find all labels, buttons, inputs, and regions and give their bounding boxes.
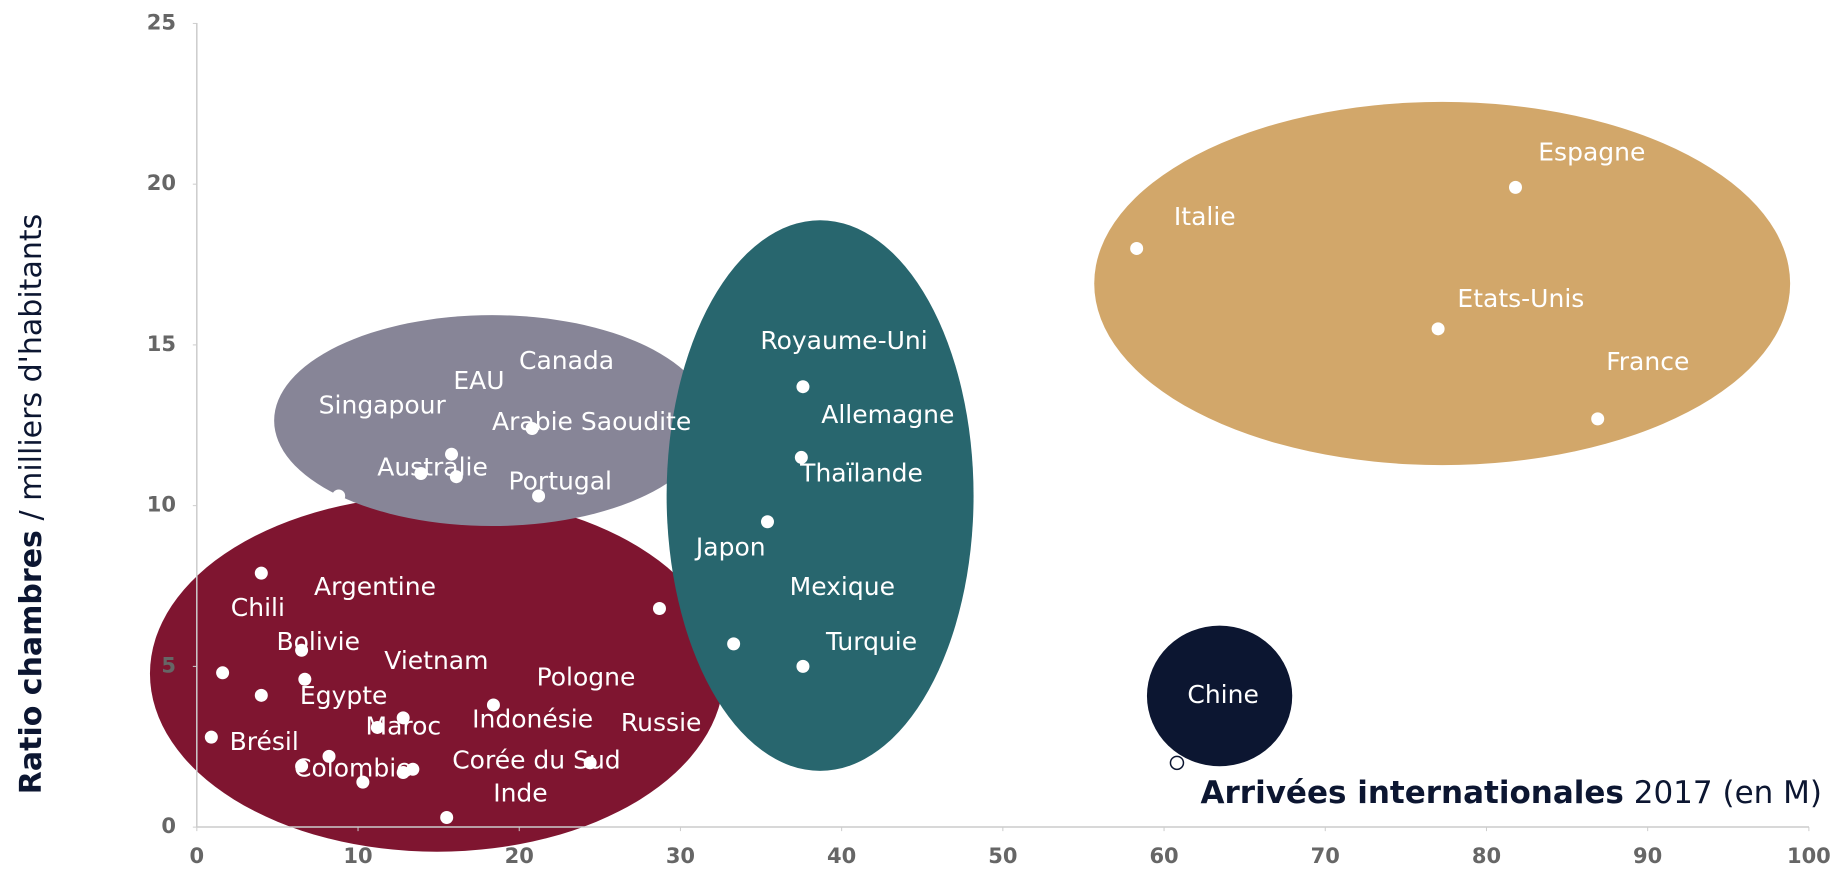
x-title: 2017 (en M) [1634,775,1822,811]
point-label: Royaume-Uni [760,326,927,355]
point-label: Singapour [319,391,447,420]
y-tick-label: 5 [161,653,176,677]
point-label: Canada [519,346,614,375]
data-point [449,470,463,484]
y-tick-label: 10 [147,493,176,517]
point-label: Corée du Sud [452,746,620,775]
data-point [727,637,741,651]
data-point [583,756,597,770]
y-tick-label: 20 [147,171,176,195]
data-point [440,810,454,824]
data-point [796,659,810,673]
y-tick-label: 25 [147,10,176,34]
point-label: Bolivie [276,627,359,656]
point-label: Indonésie [472,705,593,734]
point-label: Russie [621,708,701,737]
point-label: Turquie [825,627,917,656]
point-label: Chili [231,593,285,622]
point-label: Vietnam [384,646,488,675]
point-label: Pologne [537,662,636,691]
data-point [794,450,808,464]
data-point [295,759,309,773]
y-tick-label: 0 [161,814,176,838]
y-tick-label: 15 [147,332,176,356]
x-tick-label: 80 [1472,844,1501,868]
data-point [414,466,428,480]
point-label: Mexique [790,572,895,601]
group-region [1146,625,1293,767]
x-tick-label: 0 [190,844,205,868]
point-label: Egypte [300,681,388,710]
point-label: Colombie [294,754,412,783]
point-label: Argentine [314,572,436,601]
point-label: Thaïlande [799,458,923,487]
x-axis-title: Arrivées internationales 2017 (en M) [1201,775,1822,811]
point-label: Etats-Unis [1457,284,1584,313]
y-title: / milliers d'habitants [14,214,49,521]
point-label: France [1606,347,1689,376]
data-point [396,711,410,725]
data-point [406,762,420,776]
x-tick-label: 40 [827,844,856,868]
point-label: EAU [453,366,504,395]
x-tick-label: 90 [1633,844,1662,868]
point-label: Australie [377,453,488,482]
data-point [332,489,346,503]
data-point [322,749,336,763]
x-title-bold: Arrivées internationales [1201,775,1624,811]
group-region [149,495,725,852]
x-tick-label: 50 [988,844,1017,868]
point-label: Espagne [1538,137,1645,166]
data-point [760,515,774,529]
x-tick-label: 70 [1311,844,1340,868]
data-point [796,380,810,394]
x-tick-label: 60 [1149,844,1178,868]
x-tick-label: 20 [505,844,534,868]
point-label: Japon [694,532,766,561]
point-label: Portugal [508,467,612,496]
x-tick-label: 100 [1787,844,1831,868]
point-label: Maroc [366,712,442,741]
point-label: Chine [1187,680,1258,709]
data-point [486,698,500,712]
point-label: Arabie Saoudite [492,407,691,436]
group-region [1094,101,1791,466]
point-label: Inde [493,778,547,807]
data-point [356,775,370,789]
data-point [1130,241,1144,255]
data-point [216,666,230,680]
data-point [652,602,666,616]
y-title-bold: Ratio chambres [14,530,49,794]
data-point [445,447,459,461]
data-point [1591,412,1605,426]
data-point [1508,180,1522,194]
data-point [204,730,218,744]
x-tick-label: 30 [666,844,695,868]
data-point [532,489,546,503]
data-point [525,421,539,435]
data-point [295,643,309,657]
point-label: Brésil [230,727,299,756]
group-region [274,315,710,527]
group-region [666,220,974,771]
data-point [298,672,312,686]
data-point [1169,755,1185,771]
data-point [254,688,268,702]
x-tick-label: 10 [343,844,372,868]
data-point [1431,322,1445,336]
y-axis-title: Ratio chambres / milliers d'habitants [14,214,49,794]
point-label: Allemagne [821,400,954,429]
data-point [370,720,384,734]
point-label: Italie [1174,202,1236,231]
regions [149,101,1791,852]
data-point [254,566,268,580]
